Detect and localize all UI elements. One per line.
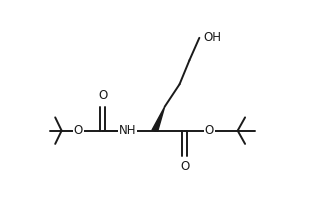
Text: O: O [74,124,83,137]
Text: O: O [180,160,189,173]
Text: NH: NH [119,124,137,137]
Polygon shape [152,107,165,131]
Text: O: O [98,89,108,102]
Text: OH: OH [203,31,221,44]
Text: O: O [204,124,214,137]
